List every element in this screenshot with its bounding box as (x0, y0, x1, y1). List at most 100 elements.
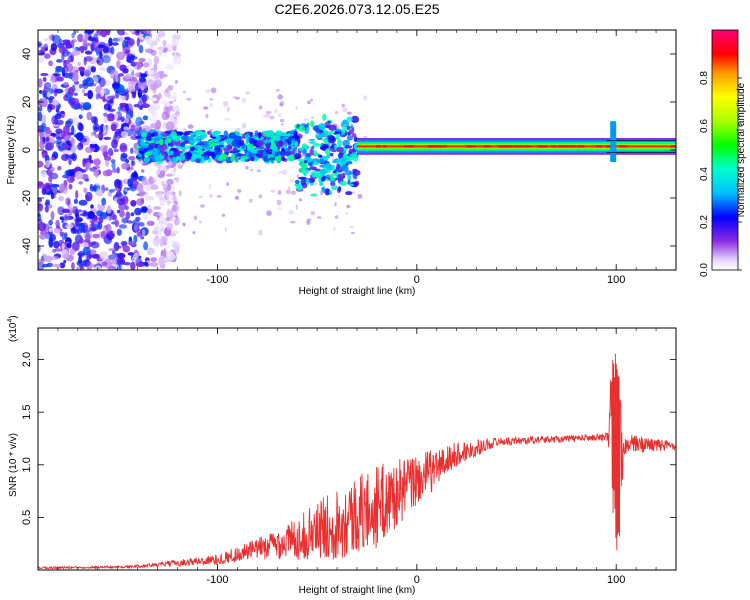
heatmap-cell (346, 111, 352, 115)
heatmap-cell (125, 103, 129, 112)
heatmap-cell (199, 142, 204, 146)
heatmap-cell (141, 132, 147, 139)
heatmap-cell (276, 151, 286, 155)
heatmap-cell (595, 145, 603, 148)
heatmap-cell (341, 103, 346, 108)
heatmap-cell (50, 255, 59, 261)
heatmap-cell (288, 186, 291, 190)
heatmap-cell (266, 113, 270, 118)
heatmap-cell (41, 187, 47, 195)
heatmap-cell (56, 76, 64, 82)
heatmap-cell (166, 178, 174, 186)
heatmap-cell (182, 132, 190, 136)
heatmap-cell (158, 92, 161, 96)
heatmap-cell (158, 138, 164, 144)
heatmap-cell (157, 230, 163, 240)
heatmap-cell (63, 125, 70, 136)
heatmap-cell (339, 180, 348, 186)
heatmap-cell (93, 221, 99, 225)
heatmap-cell (274, 136, 281, 142)
heatmap-cell (105, 169, 113, 177)
heatmap-cell (110, 46, 115, 55)
heatmap-cell (181, 146, 187, 151)
heatmap-cell (106, 124, 112, 133)
heatmap-cell (265, 110, 272, 114)
heatmap-cell (344, 145, 353, 149)
heatmap-cell (42, 77, 47, 82)
spectrogram-ticks (37, 30, 677, 270)
heatmap-cell (135, 262, 145, 268)
heatmap-cell (258, 105, 263, 110)
heatmap-cell (69, 248, 76, 255)
heatmap-cell (256, 169, 262, 173)
heatmap-cell (335, 128, 342, 132)
snr-ylabel: SNR (10 * v/v) (8, 433, 19, 497)
heatmap-cell (266, 210, 272, 216)
heatmap-cell (544, 145, 548, 148)
heatmap-cell (119, 210, 125, 218)
heatmap-cell (116, 166, 120, 174)
heatmap-cell (56, 59, 63, 63)
heatmap-cell (141, 229, 146, 236)
heatmap-cell (158, 50, 162, 57)
heatmap-cell (59, 183, 65, 193)
heatmap-cell (91, 220, 95, 230)
heatmap-cell (102, 55, 111, 64)
heatmap-cell (68, 183, 73, 190)
heatmap-cell (118, 261, 122, 270)
spectrogram-ytick-label: 20 (21, 96, 33, 108)
heatmap-cell (89, 140, 98, 145)
heatmap-cell (312, 182, 318, 186)
heatmap-cell (137, 100, 143, 110)
heatmap-cell (99, 66, 106, 71)
heatmap-cell (74, 170, 84, 180)
spectrogram-heatmap (38, 30, 676, 270)
heatmap-cell (68, 72, 73, 79)
heatmap-cell (85, 33, 89, 40)
heatmap-cell (245, 152, 249, 157)
heatmap-cell (116, 51, 125, 61)
heatmap-cell (349, 183, 354, 187)
heatmap-cell (342, 160, 346, 166)
heatmap-cell (148, 117, 152, 125)
heatmap-cell (346, 125, 351, 130)
heatmap-cell (340, 120, 350, 128)
heatmap-cell (324, 148, 331, 155)
heatmap-cell (66, 169, 75, 177)
heatmap-cell (109, 254, 119, 262)
heatmap-cell (44, 255, 53, 263)
heatmap-cell (324, 188, 331, 196)
heatmap-cell (111, 139, 118, 149)
heatmap-cell (45, 199, 50, 206)
heatmap-cell (117, 36, 124, 42)
heatmap-cell (619, 145, 628, 148)
heatmap-cell (126, 220, 134, 224)
heatmap-spike (610, 121, 617, 162)
heatmap-cell (329, 152, 334, 157)
heatmap-cell (165, 217, 170, 222)
heatmap-cell (124, 73, 134, 80)
heatmap-cell (38, 42, 42, 47)
heatmap-cell (43, 37, 51, 42)
heatmap-cell (45, 159, 51, 168)
heatmap-cell (112, 168, 118, 173)
heatmap-cell (82, 246, 91, 256)
heatmap-cell (110, 151, 114, 156)
heatmap-cell (38, 258, 46, 263)
heatmap-cell (322, 113, 327, 121)
heatmap-cell (166, 173, 173, 177)
heatmap-cell (310, 98, 313, 102)
heatmap-cell (298, 176, 307, 180)
heatmap-cell (307, 100, 311, 105)
heatmap-cell (40, 72, 49, 77)
heatmap-cell (363, 95, 368, 101)
heatmap-cell (279, 103, 284, 107)
heatmap-cell (173, 141, 182, 146)
heatmap-cell (345, 155, 351, 162)
heatmap-cell (55, 67, 64, 73)
heatmap-cell (277, 171, 283, 174)
heatmap-cell (275, 88, 280, 92)
heatmap-cell (141, 155, 145, 159)
heatmap-cell (50, 132, 56, 137)
heatmap-cell (153, 176, 158, 180)
